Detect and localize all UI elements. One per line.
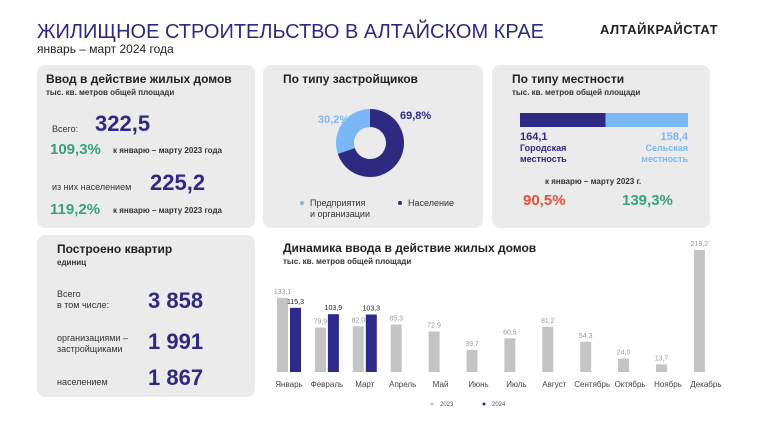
row-value: 3 858 bbox=[148, 288, 204, 313]
bar bbox=[365, 314, 377, 372]
bar bbox=[580, 341, 592, 372]
chart-subtitle: тыс. кв. метров общей площади bbox=[283, 257, 412, 266]
card-title: Построено квартир bbox=[57, 242, 173, 256]
bar bbox=[428, 331, 440, 372]
label: из них населением bbox=[52, 182, 132, 192]
value-label: 13,7 bbox=[655, 355, 669, 362]
bar bbox=[327, 314, 339, 372]
x-tick-label: Декабрь bbox=[690, 380, 721, 389]
row-value: 1 867 bbox=[148, 365, 204, 390]
bar bbox=[656, 364, 667, 372]
legend-marker bbox=[300, 201, 304, 205]
bar bbox=[618, 358, 630, 372]
donut-segment bbox=[336, 109, 370, 154]
category-label: Городская местность bbox=[520, 143, 567, 164]
value-label: 219,2 bbox=[691, 241, 709, 248]
x-tick-label: Январь bbox=[275, 380, 302, 389]
value-label: 164,1 bbox=[520, 131, 548, 143]
legend-marker bbox=[430, 402, 434, 406]
value: 322,5 bbox=[95, 111, 151, 136]
label: Всего: bbox=[52, 124, 79, 134]
card bbox=[37, 235, 255, 397]
value-label: 133,1 bbox=[274, 289, 292, 296]
legend-label: 2023 bbox=[440, 402, 454, 408]
bar bbox=[466, 349, 478, 372]
bar bbox=[504, 338, 516, 372]
value: 225,2 bbox=[150, 170, 206, 195]
legend-label: Предприятия и организации bbox=[310, 198, 370, 219]
x-tick-label: Март bbox=[355, 380, 374, 389]
card-title: Ввод в действие жилых домов bbox=[46, 72, 232, 86]
x-tick-label: Май bbox=[433, 380, 449, 389]
value-label: 158,4 bbox=[660, 131, 688, 143]
card-unit: тыс. кв. метров общей площади bbox=[46, 88, 175, 97]
bar bbox=[390, 324, 402, 372]
change-label: к январю – марту 2023 года bbox=[113, 206, 222, 215]
change-label: к январю – марту 2023 года bbox=[113, 146, 222, 155]
x-tick-label: Август bbox=[542, 380, 566, 389]
value-label: 115,3 bbox=[287, 299, 304, 306]
value-label: 60,5 bbox=[503, 329, 517, 336]
bar bbox=[277, 297, 288, 372]
bar bbox=[352, 326, 364, 372]
card-unit: тыс. кв. метров общей площади bbox=[512, 88, 641, 97]
bar-segment bbox=[520, 113, 606, 127]
card bbox=[492, 65, 710, 228]
row-label: организациями – застройщиками bbox=[57, 333, 129, 354]
row-label: населением bbox=[57, 377, 108, 387]
value-label: 103,3 bbox=[363, 306, 381, 313]
legend-label: Население bbox=[408, 198, 454, 208]
page-subtitle: январь – март 2024 года bbox=[37, 42, 174, 56]
category-label: Сельская местность bbox=[641, 143, 688, 164]
card bbox=[263, 65, 483, 228]
bar bbox=[693, 250, 705, 372]
x-tick-label: Февраль bbox=[311, 380, 344, 389]
chart-title: Динамика ввода в действие жилых домов bbox=[283, 241, 537, 255]
x-tick-label: Апрель bbox=[389, 380, 416, 389]
value-label: 103,9 bbox=[325, 305, 343, 312]
legend-marker bbox=[482, 402, 486, 406]
donut-segment bbox=[337, 109, 404, 177]
value-label: 72,9 bbox=[427, 322, 441, 329]
x-tick-label: Июль bbox=[506, 380, 526, 389]
legend-marker bbox=[398, 201, 402, 205]
bar-segment bbox=[605, 113, 688, 127]
value-label: 85,3 bbox=[389, 316, 403, 323]
x-tick-label: Июнь bbox=[468, 380, 488, 389]
card-title: По типу застройщиков bbox=[283, 72, 418, 86]
row-value: 1 991 bbox=[148, 329, 204, 354]
x-tick-label: Октябрь bbox=[615, 380, 646, 389]
card-title: По типу местности bbox=[512, 72, 625, 86]
card-unit: единиц bbox=[57, 258, 87, 267]
brand: АЛТАЙКРАЙСТАТ bbox=[600, 22, 719, 37]
change: 139,3% bbox=[622, 192, 673, 209]
change: 109,3% bbox=[50, 141, 101, 158]
card bbox=[37, 65, 255, 228]
change: 119,2% bbox=[50, 201, 101, 218]
bar bbox=[542, 326, 554, 372]
bar bbox=[314, 327, 326, 372]
row-label: Всего в том числе: bbox=[57, 289, 109, 310]
value-label: 79,9 bbox=[314, 319, 328, 326]
value-label: 54,3 bbox=[579, 333, 593, 340]
value-label: 81,2 bbox=[541, 318, 555, 325]
legend-label: 2024 bbox=[492, 402, 506, 408]
value-label: 24,0 bbox=[617, 350, 631, 357]
value-label: 39,7 bbox=[465, 341, 479, 348]
page-title: ЖИЛИЩНОЕ СТРОИТЕЛЬСТВО В АЛТАЙСКОМ КРАЕ bbox=[37, 21, 545, 43]
value-label: 82,0 bbox=[351, 317, 365, 324]
x-tick-label: Сентябрь bbox=[574, 380, 610, 389]
change: 90,5% bbox=[523, 192, 566, 209]
x-tick-label: Ноябрь bbox=[654, 380, 682, 389]
value-label: 69,8% bbox=[400, 110, 431, 122]
bar bbox=[290, 307, 301, 372]
value-label: 30,2% bbox=[318, 114, 349, 126]
change-note: к январю – марту 2023 г. bbox=[545, 177, 642, 186]
